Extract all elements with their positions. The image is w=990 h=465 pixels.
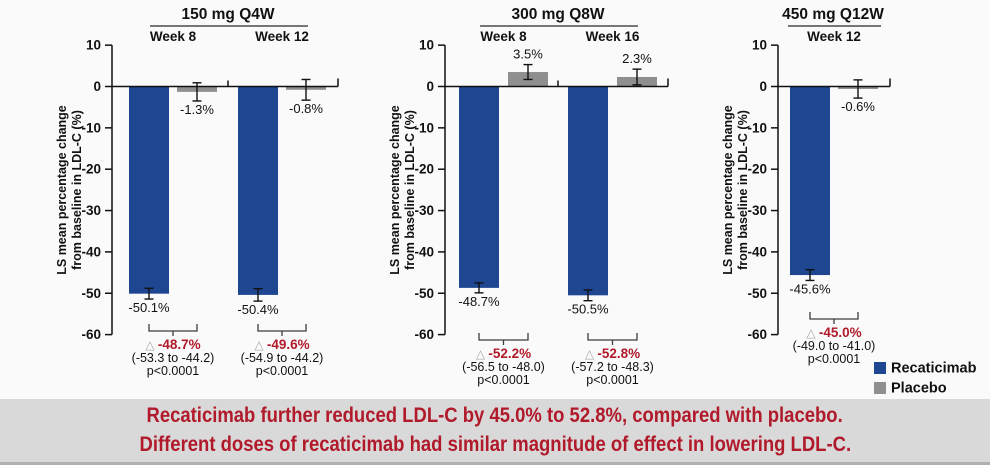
y-tick-label: -40 [747,244,767,259]
triangle-icon: △ [585,347,598,361]
triangle-icon: △ [254,338,267,352]
difference-bracket [478,333,529,345]
caption-banner: Recaticimab further reduced LDL-C by 45.… [0,399,990,462]
ci-label: (-53.3 to -44.2) [132,351,215,365]
panel-title: 450 mg Q12W [782,6,884,23]
ci-label: (-54.9 to -44.2) [241,351,324,365]
triangle-icon: △ [806,326,819,340]
y-tick-label: 0 [759,79,767,94]
y-tick-label: -50 [414,286,434,301]
value-label-recaticimab: -50.5% [567,302,609,317]
y-tick-label: -40 [414,244,434,259]
bar-recaticimab [790,86,830,276]
difference-label: △ -49.6% [254,337,309,352]
week-label: Week 12 [255,29,309,44]
difference-bracket [148,324,198,336]
y-tick-label: -50 [81,286,101,301]
p-value-label: p<0.0001 [477,373,530,387]
y-tick-label: -60 [81,327,101,342]
y-tick-label: -10 [414,120,434,135]
y-tick-label: 0 [93,79,101,94]
p-value-label: p<0.0001 [808,352,861,366]
week-label: Week 8 [480,29,527,44]
legend-label-recaticimab: Recaticimab [891,361,977,377]
y-tick-label: -10 [747,120,767,135]
y-tick-label: -20 [747,162,767,177]
value-label-recaticimab: -48.7% [458,294,500,309]
panel-title: 300 mg Q8W [511,6,604,23]
y-tick-label: -60 [414,327,434,342]
dose-panel-1: 150 mg Q4W 10 0 -10 -20 -30 -40 -50 -60 LS mean p… [55,6,339,378]
value-label-placebo: -0.8% [289,101,323,116]
difference-label: △ -52.8% [585,346,640,361]
difference-bracket [809,312,859,324]
y-tick-label: 0 [426,79,434,94]
p-value-label: p<0.0001 [147,364,200,378]
bar-recaticimab [568,86,608,296]
y-tick-label: -60 [747,327,767,342]
y-tick-label: -30 [747,203,767,218]
bar-recaticimab [459,86,499,288]
ldl-bar-chart: 150 mg Q4W 10 0 -10 -20 -30 -40 -50 -60 LS mean p… [55,6,977,397]
y-tick-label: -10 [81,120,101,135]
week-label: Week 12 [807,29,861,44]
triangle-icon: △ [145,338,158,352]
ci-label: (-49.0 to -41.0) [793,339,876,353]
ci-label: (-56.5 to -48.0) [462,360,545,374]
value-label-recaticimab: -50.1% [128,300,170,315]
bar-recaticimab [238,86,278,295]
value-label-placebo: 2.3% [622,51,652,66]
dose-panel-3: 450 mg Q12W 10 0 -10 -20 -30 -40 -50 -60 LS mean … [721,6,891,366]
difference-label: △ -48.7% [145,337,200,352]
chart-area: 150 mg Q4W 10 0 -10 -20 -30 -40 -50 -60 LS mean p… [55,6,977,397]
bar-recaticimab [129,86,169,294]
value-label-placebo: -0.6% [841,99,875,114]
y-axis-label: LS mean percentage changefrom baseline i… [55,105,84,275]
value-label-placebo: -1.3% [180,102,214,117]
legend-label-placebo: Placebo [891,381,947,397]
legend-swatch-placebo [874,382,886,394]
y-tick-label: 10 [419,38,434,53]
difference-label: △ -45.0% [806,325,861,340]
value-label-recaticimab: -50.4% [237,302,279,317]
y-tick-label: -30 [414,203,434,218]
p-value-label: p<0.0001 [256,364,309,378]
panel-title: 150 mg Q4W [181,6,274,23]
y-tick-label: -20 [414,162,434,177]
dose-panel-2: 300 mg Q8W 10 0 -10 -20 -30 -40 -50 -60 LS mean p… [388,6,669,387]
y-tick-label: -40 [81,244,101,259]
difference-label: △ -52.2% [476,346,531,361]
week-label: Week 8 [150,29,197,44]
y-tick-label: -20 [81,162,101,177]
caption-line-2: Different doses of recaticimab had simil… [139,433,851,456]
footer-strip [0,462,990,465]
caption-line-1: Recaticimab further reduced LDL-C by 45.… [146,403,844,427]
difference-bracket [257,324,307,336]
value-label-recaticimab: -45.6% [789,281,831,296]
y-tick-label: -30 [81,203,101,218]
week-label: Week 16 [586,29,640,44]
y-tick-label: 10 [86,38,101,53]
y-tick-label: 10 [752,38,767,53]
p-value-label: p<0.0001 [586,373,639,387]
difference-bracket [587,333,638,345]
ci-label: (-57.2 to -48.3) [571,360,654,374]
legend-swatch-recaticimab [874,362,886,374]
value-label-placebo: 3.5% [513,47,543,62]
y-tick-label: -50 [747,286,767,301]
triangle-icon: △ [476,347,489,361]
y-axis-label: LS mean percentage changefrom baseline i… [721,105,750,275]
y-axis-label: LS mean percentage changefrom baseline i… [388,105,417,275]
